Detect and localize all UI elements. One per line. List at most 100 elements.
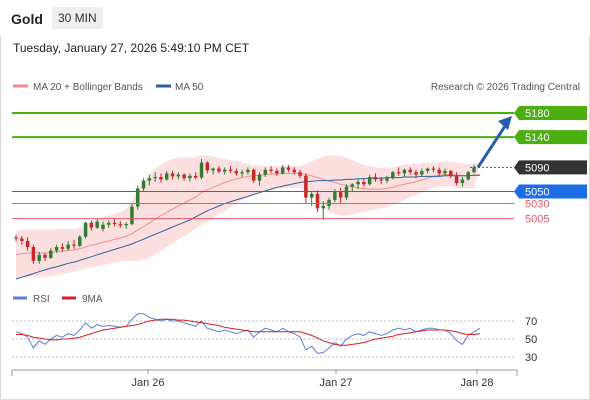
candle-body <box>414 172 418 175</box>
candle-body <box>373 177 378 180</box>
timeframe-badge[interactable]: 30 MIN <box>52 7 103 29</box>
copyright-label: Research © 2026 Trading Central <box>431 82 580 93</box>
candle-body <box>344 186 349 198</box>
candle-body <box>379 179 383 181</box>
candle-body <box>136 188 140 207</box>
candle-body <box>420 170 424 175</box>
candle-body <box>193 175 198 178</box>
candle-body <box>199 162 204 178</box>
legend-ma20-label: MA 20 + Bollinger Bands <box>33 82 143 93</box>
level-badge-5140 <box>514 130 587 145</box>
candle-body <box>170 173 175 177</box>
rsi-9ma-line <box>16 318 480 346</box>
rsi-panel: 70 50 30 <box>12 313 537 364</box>
candle-body <box>246 169 250 173</box>
level-badge-5050 <box>514 184 587 199</box>
level-badge-5180 <box>514 106 587 121</box>
legend-9ma-label: 9MA <box>82 294 103 305</box>
candle-body <box>460 179 465 184</box>
candle-body <box>124 224 128 226</box>
candle-body <box>280 167 285 174</box>
level-label-5180: 5180 <box>525 108 549 120</box>
candle-body <box>402 169 407 174</box>
candle-body <box>315 193 320 209</box>
legend-rsi-label: RSI <box>33 294 50 305</box>
candle-body <box>321 205 326 209</box>
candle-body <box>449 170 453 176</box>
candle-body <box>396 172 401 174</box>
rsi-line <box>15 313 481 354</box>
candle-body <box>257 174 262 181</box>
candle-body <box>83 222 88 237</box>
candle-body <box>454 175 459 184</box>
candle-body <box>182 174 186 179</box>
candle-body <box>425 168 430 171</box>
candle-body <box>292 169 297 173</box>
price-area <box>14 155 480 280</box>
candle-body <box>437 169 441 174</box>
candle-body <box>408 169 412 173</box>
candle-body <box>228 169 233 171</box>
ma50-line <box>15 174 480 280</box>
candle-body <box>95 221 99 228</box>
candle-body <box>275 170 279 174</box>
candle-body <box>176 174 181 177</box>
candle-body <box>269 169 273 171</box>
candle-body <box>240 172 244 174</box>
candle-body <box>263 169 268 175</box>
candle-body <box>298 172 302 176</box>
candle-body <box>188 175 192 179</box>
candle-body <box>164 173 169 180</box>
legend-ma50-label: MA 50 <box>175 82 204 93</box>
target-arrow-shaft <box>476 122 509 169</box>
candle-body <box>431 168 436 170</box>
candle-body <box>217 168 221 172</box>
candle-body <box>153 177 157 179</box>
candle-body <box>327 199 331 206</box>
candle-body <box>304 175 308 198</box>
candle-body <box>333 191 337 200</box>
candle-body <box>159 177 163 180</box>
candle-body <box>25 240 30 248</box>
rsi-tick-30: 30 <box>525 352 537 364</box>
candle-body <box>391 172 395 179</box>
level-label-5090: 5090 <box>525 162 549 174</box>
candle-body <box>141 180 146 189</box>
candle-body <box>72 244 76 246</box>
candle-body <box>107 222 111 225</box>
ma20-line <box>15 172 480 256</box>
chart-header: Gold 30 MIN <box>0 0 590 36</box>
candle-body <box>234 170 239 174</box>
candle-body <box>49 250 53 258</box>
candle-body <box>205 162 210 171</box>
x-tick-label: Jan 27 <box>319 377 352 389</box>
candle-body <box>350 184 354 187</box>
candle-body <box>89 222 94 228</box>
datetime-label: Tuesday, January 27, 2026 5:49:10 PM CET <box>13 41 250 55</box>
candle-body <box>362 181 366 185</box>
candle-body <box>118 224 123 226</box>
candle-body <box>54 247 59 251</box>
candle-body <box>356 181 360 185</box>
candle-body <box>211 168 215 171</box>
candle-body <box>66 244 70 249</box>
level-label-5030: 5030 <box>525 199 549 211</box>
rsi-tick-50: 50 <box>525 334 537 346</box>
candle-body <box>222 169 227 172</box>
candle-body <box>101 224 105 229</box>
candle-body <box>43 254 47 258</box>
candle-body <box>14 237 18 239</box>
candle-body <box>472 167 476 173</box>
candle-body <box>367 177 372 185</box>
x-tick-label: Jan 26 <box>131 377 164 389</box>
candle-body <box>78 236 82 246</box>
candle-body <box>385 178 389 181</box>
time-axis: Jan 26 Jan 27 Jan 28 <box>131 370 494 389</box>
candle-body <box>112 222 117 225</box>
level-badge-5090 <box>514 160 587 175</box>
candle-body <box>309 193 314 198</box>
level-label-5005: 5005 <box>525 214 549 226</box>
level-label-5050: 5050 <box>525 186 549 198</box>
